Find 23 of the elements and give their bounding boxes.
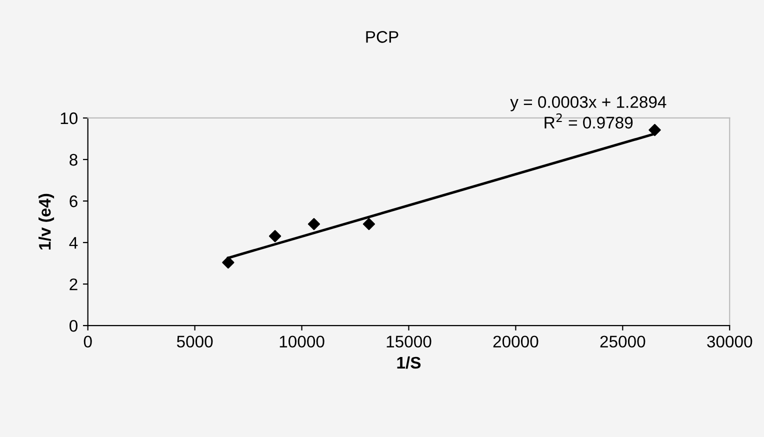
y-tick-label: 4 <box>69 237 78 249</box>
point <box>362 218 376 230</box>
point <box>308 218 320 230</box>
annotation: R$^{2}$ = 0.9789 <box>544 113 633 129</box>
point <box>268 230 282 242</box>
y-tick-label: 8 <box>70 154 78 166</box>
x-tick-label: 25000 <box>600 336 646 348</box>
chart-title: PCP <box>366 31 398 43</box>
x-tick-label: 30000 <box>707 336 752 348</box>
x-tick-label: 10000 <box>280 336 324 348</box>
point <box>222 256 234 269</box>
point <box>648 124 661 136</box>
x-tick-label: 15000 <box>386 336 432 348</box>
y-tick-label: 10 <box>60 112 78 124</box>
y-tick-label: 2 <box>70 278 78 290</box>
text: y = 0.0003x + 1.2894 <box>510 96 666 112</box>
x-tick-label: 0 <box>84 336 92 348</box>
y-axis-title: 1/v (e4) <box>38 194 54 250</box>
y-tick-label: 0 <box>70 320 78 332</box>
x-tick-label: 20000 <box>493 336 538 348</box>
y-tick-label: 6 <box>70 195 78 208</box>
x-axis-title: 1/S <box>397 356 421 369</box>
x-tick-label: 5000 <box>176 336 213 348</box>
